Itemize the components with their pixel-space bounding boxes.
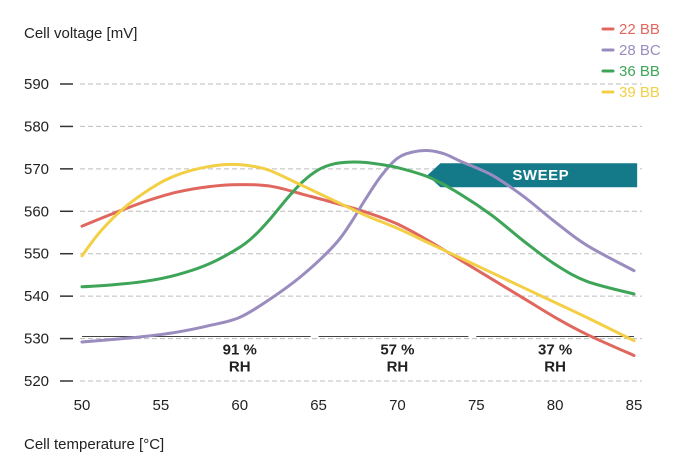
y-tick-label-590: 590 <box>24 76 49 93</box>
x-axis-title: Cell temperature [°C] <box>24 436 164 453</box>
humidity-band-unit-1: RH <box>387 359 409 376</box>
legend: 22 BB 28 BC 36 BB 39 BB <box>601 21 661 101</box>
x-tick-label-65: 65 <box>310 397 327 414</box>
x-tick-label-55: 55 <box>153 397 170 414</box>
y-axis-title: Cell voltage [mV] <box>24 25 137 42</box>
humidity-band-pct-2: 37 % <box>538 341 572 358</box>
y-tick-label-550: 550 <box>24 246 49 263</box>
y-tick-label-520: 520 <box>24 373 49 390</box>
y-axis: 520 530 540 550 560 570 580 590 <box>24 76 73 390</box>
series-line-36-bb <box>80 160 636 296</box>
y-tick-label-570: 570 <box>24 161 49 178</box>
series-line-28-bc <box>80 148 636 344</box>
humidity-band-unit-2: RH <box>544 359 566 376</box>
x-tick-label-80: 80 <box>547 397 564 414</box>
legend-label-0: 22 BB <box>619 21 660 38</box>
humidity-band-pct-0: 91 % <box>223 341 257 358</box>
y-tick-label-580: 580 <box>24 118 49 135</box>
y-tick-label-560: 560 <box>24 203 49 220</box>
x-tick-label-85: 85 <box>626 397 643 414</box>
series-line-39-bb <box>80 162 636 343</box>
series-lines <box>80 148 636 357</box>
humidity-band-unit-0: RH <box>229 359 251 376</box>
x-tick-label-75: 75 <box>468 397 485 414</box>
legend-label-2: 36 BB <box>619 63 660 80</box>
x-axis: 50 55 60 65 70 75 80 85 <box>74 397 643 414</box>
legend-label-3: 39 BB <box>619 84 660 101</box>
x-tick-label-60: 60 <box>231 397 248 414</box>
y-tick-label-540: 540 <box>24 288 49 305</box>
y-tick-label-530: 530 <box>24 331 49 348</box>
x-tick-label-70: 70 <box>389 397 406 414</box>
x-tick-label-50: 50 <box>74 397 91 414</box>
humidity-band-pct-1: 57 % <box>380 341 414 358</box>
sweep-annotation: SWEEP <box>427 163 638 188</box>
sweep-label: SWEEP <box>512 167 569 184</box>
legend-label-1: 28 BC <box>619 42 661 59</box>
